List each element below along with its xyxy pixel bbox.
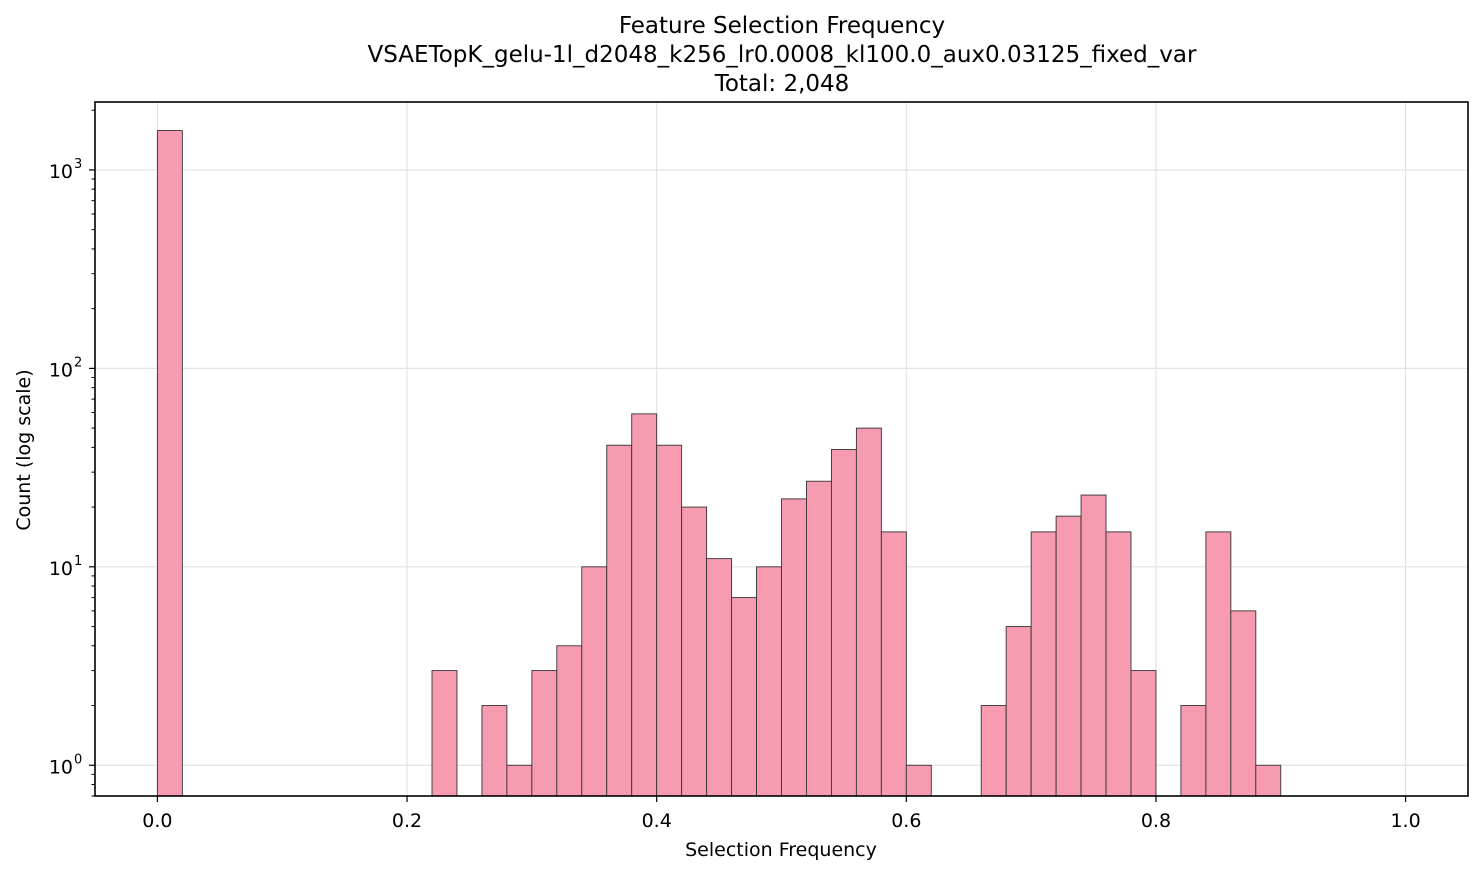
histogram-bar <box>606 444 633 797</box>
y-tick-exponent: 2 <box>74 355 82 370</box>
histogram-bar <box>980 705 1007 797</box>
x-axis-label: Selection Frequency <box>685 839 877 861</box>
histogram-bar <box>806 480 832 797</box>
histogram-bar <box>905 764 932 797</box>
histogram-bar <box>1255 764 1282 797</box>
y-tick-exponent: 1 <box>74 554 82 569</box>
histogram-bar <box>830 449 857 797</box>
histogram-bar <box>556 645 583 797</box>
histogram-bar <box>681 506 708 797</box>
histogram-bar <box>1105 531 1132 797</box>
x-tick-label: 0.0 <box>142 810 172 832</box>
y-axis-label: Count (log scale) <box>13 369 35 530</box>
histogram-bar <box>880 531 907 797</box>
histogram-bar <box>156 130 183 797</box>
plot-frame <box>94 101 1469 797</box>
y-tick-label: 10 <box>49 756 73 778</box>
y-tick-exponent: 0 <box>74 752 82 767</box>
y-tick-label: 10 <box>49 359 73 381</box>
histogram-bar <box>781 498 807 797</box>
histogram-bar <box>1205 531 1232 797</box>
y-tick-label: 10 <box>49 558 73 580</box>
y-tick-label: 10 <box>49 161 73 183</box>
histogram-bar <box>706 558 733 797</box>
x-tick-label: 0.2 <box>392 810 422 832</box>
histogram-bar <box>431 670 458 797</box>
x-axis-ticks: 0.0 0.2 0.4 0.6 0.8 1.0 <box>142 796 1421 832</box>
x-tick-label: 0.6 <box>891 810 921 832</box>
histogram-bar <box>1180 705 1207 797</box>
histogram-bar <box>656 444 683 797</box>
histogram-bar <box>756 566 782 797</box>
histogram-bar <box>1030 531 1057 797</box>
histogram-bar <box>1130 670 1157 797</box>
histogram-bar <box>531 670 558 797</box>
x-tick-label: 0.4 <box>642 810 672 832</box>
histogram-bars <box>156 130 1282 797</box>
histogram-bar <box>731 597 757 797</box>
chart-subtitle: VSAETopK_gelu-1l_d2048_k256_lr0.0008_kl1… <box>368 42 1197 68</box>
chart-total: Total: 2,048 <box>714 71 850 97</box>
histogram-bar <box>855 427 882 797</box>
histogram-bar <box>1230 610 1257 797</box>
histogram-bar <box>631 413 658 797</box>
histogram-bar <box>506 764 533 797</box>
histogram-bar <box>481 705 508 797</box>
x-tick-label: 0.8 <box>1141 810 1171 832</box>
chart-title: Feature Selection Frequency <box>619 13 945 39</box>
histogram-bar <box>1005 626 1032 797</box>
y-tick-exponent: 3 <box>74 157 82 172</box>
x-tick-label: 1.0 <box>1390 810 1420 832</box>
histogram-bar <box>1055 515 1082 797</box>
histogram-bar <box>581 566 608 797</box>
histogram-bar <box>1080 494 1107 797</box>
